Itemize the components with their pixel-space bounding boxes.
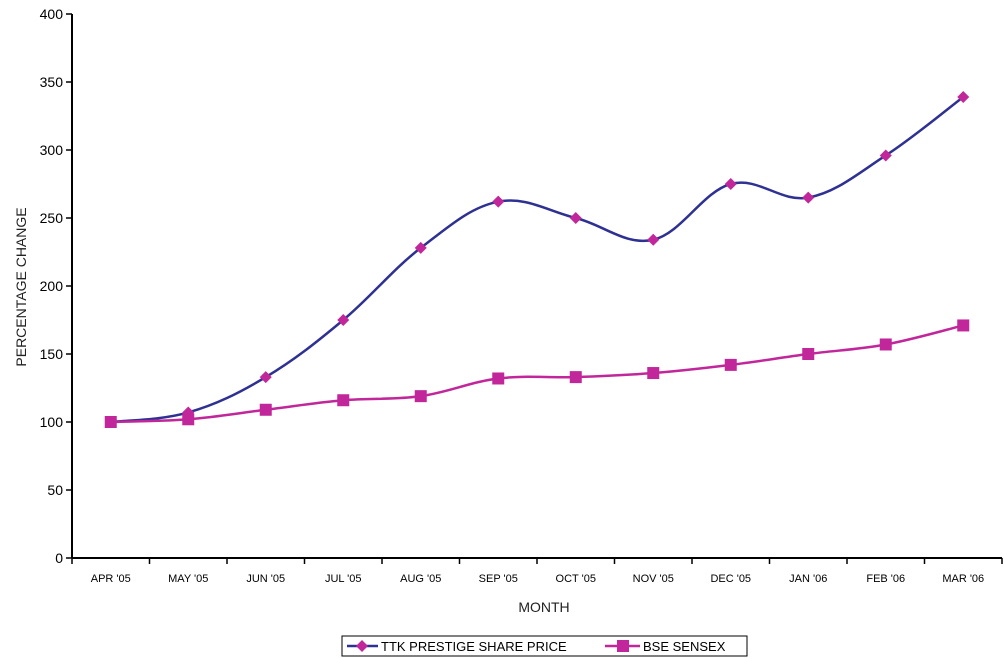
point-bse-sensex bbox=[569, 371, 582, 384]
point-bse-sensex bbox=[647, 367, 660, 380]
point-ttk-prestige-share-price bbox=[802, 191, 815, 204]
point-ttk-prestige-share-price bbox=[414, 241, 427, 254]
point-ttk-prestige-share-price bbox=[879, 149, 892, 162]
point-bse-sensex bbox=[879, 338, 892, 351]
point-ttk-prestige-share-price bbox=[104, 416, 117, 428]
legend-sensex-marker bbox=[617, 640, 629, 652]
point-bse-sensex bbox=[724, 358, 737, 371]
point-ttk-prestige-share-price bbox=[957, 90, 970, 103]
x-tick-label: JAN '06 bbox=[789, 573, 827, 585]
point-ttk-prestige-share-price bbox=[647, 233, 660, 246]
series-line-ttk-prestige-share-price bbox=[110, 95, 965, 424]
point-ttk-prestige-share-price bbox=[182, 406, 195, 419]
legend-box bbox=[341, 635, 748, 657]
y-tick-label: 400 bbox=[40, 6, 64, 22]
y-tick-label: 150 bbox=[40, 346, 64, 362]
point-bse-sensex bbox=[259, 403, 272, 416]
x-ticks: APR '05 MAY '05 JUN '05 JUL '05 AUG '05 SEP '… bbox=[71, 558, 1003, 585]
y-axis-title: PERCENTAGE CHANGE bbox=[13, 207, 29, 366]
legend: TTK PRESTIGE SHARE PRICE BSE SENSEX bbox=[341, 635, 748, 657]
point-bse-sensex bbox=[337, 394, 350, 407]
point-ttk-prestige-share-price bbox=[492, 195, 505, 208]
x-tick-label: JUL '05 bbox=[325, 573, 362, 585]
x-tick-label: OCT '05 bbox=[556, 573, 596, 585]
point-ttk-prestige-share-price bbox=[259, 371, 272, 384]
point-bse-sensex bbox=[414, 390, 427, 403]
y-tick-label: 200 bbox=[40, 278, 64, 294]
x-tick-label: DEC '05 bbox=[710, 573, 751, 585]
series-lines bbox=[110, 95, 965, 424]
x-tick-label: JUN '05 bbox=[246, 573, 285, 585]
x-tick-label: NOV '05 bbox=[633, 573, 674, 585]
legend-ttk-marker bbox=[356, 640, 368, 652]
x-tick-label: MAR '06 bbox=[942, 573, 984, 585]
legend-ttk-label: TTK PRESTIGE SHARE PRICE bbox=[381, 639, 567, 654]
point-bse-sensex bbox=[957, 319, 970, 332]
x-axis-title: MONTH bbox=[518, 599, 569, 615]
y-tick-label: 350 bbox=[40, 74, 64, 90]
y-tick-label: 100 bbox=[40, 414, 64, 430]
point-ttk-prestige-share-price bbox=[569, 212, 582, 224]
x-tick-label: AUG '05 bbox=[400, 573, 441, 585]
point-ttk-prestige-share-price bbox=[724, 178, 737, 190]
legend-sensex-label: BSE SENSEX bbox=[643, 639, 726, 654]
y-tick-label: 300 bbox=[40, 142, 64, 158]
point-ttk-prestige-share-price bbox=[337, 314, 350, 326]
x-tick-label: FEB '06 bbox=[866, 573, 905, 585]
y-tick-label: 250 bbox=[40, 210, 64, 226]
series-markers bbox=[104, 90, 970, 428]
axes bbox=[71, 14, 1002, 559]
x-tick-label: MAY '05 bbox=[168, 573, 208, 585]
point-bse-sensex bbox=[492, 372, 505, 385]
x-tick-label: SEP '05 bbox=[479, 573, 518, 585]
point-bse-sensex bbox=[802, 348, 815, 360]
y-tick-label: 0 bbox=[55, 550, 63, 566]
y-tick-label: 50 bbox=[47, 482, 63, 498]
series-line-bse-sensex bbox=[110, 324, 964, 424]
y-ticks: 0 50 100 150 200 250 300 350 400 bbox=[40, 6, 72, 566]
x-tick-label: APR '05 bbox=[91, 573, 131, 585]
point-bse-sensex bbox=[182, 413, 195, 426]
